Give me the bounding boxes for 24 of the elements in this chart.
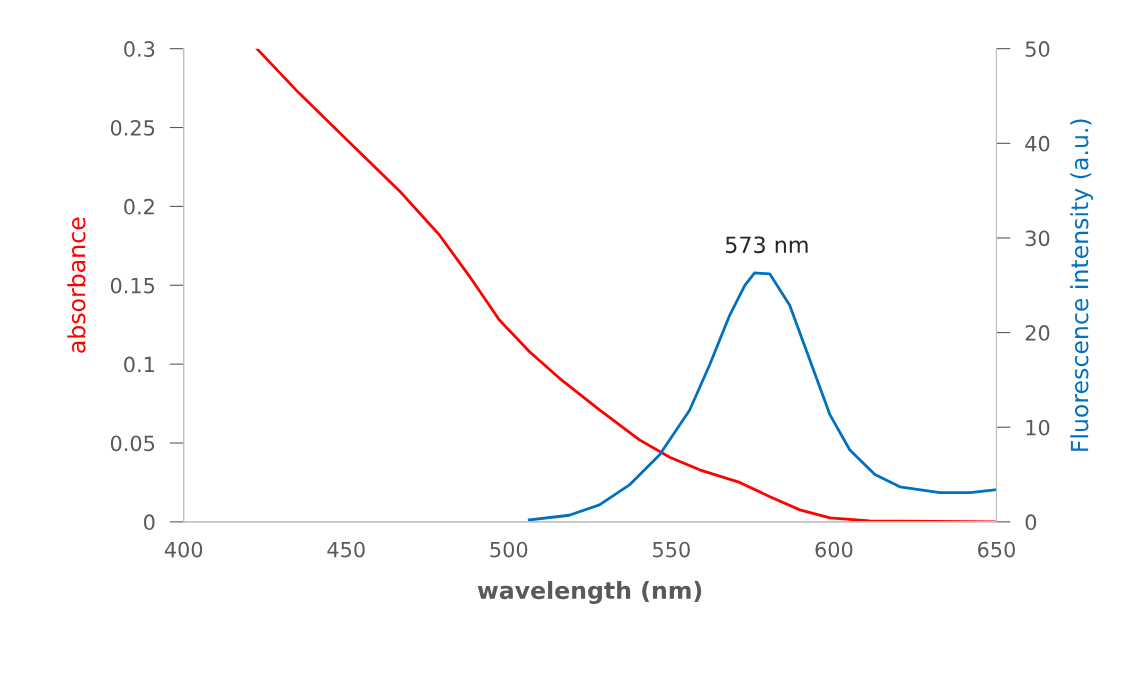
y-tick-label: 0.05 [110, 435, 155, 452]
y2-tick-label: 40 [1025, 135, 1050, 152]
y-axis-title: absorbance [67, 217, 86, 353]
y2-tick-label: 10 [1026, 419, 1050, 436]
y-tick-label: 0.25 [110, 119, 155, 136]
x-tick-label: 400 [164, 541, 203, 558]
y2-tick-label: 0 [1025, 514, 1037, 531]
x-tick-label: 650 [978, 541, 1015, 558]
y-tick-label: 0.2 [124, 198, 154, 215]
y-tick-label: 0 [144, 514, 155, 531]
y-tick-label: 0.15 [110, 277, 155, 294]
y-tick-label: 0.1 [124, 356, 154, 373]
x-tick-label: 450 [327, 541, 365, 558]
y2-tick-label: 50 [1025, 41, 1050, 57]
line-series [527, 271, 997, 522]
x-tick-label: 600 [815, 541, 853, 558]
y2-tick-label: 30 [1025, 230, 1050, 247]
x-tick-label: 550 [653, 541, 690, 558]
x-axis-title: wavelength (nm) [477, 580, 702, 604]
x-tick-label: 500 [490, 541, 528, 558]
y2-axis-title: Fluorescence intensity (a.u.) [1070, 119, 1094, 451]
annotation: 573 nm [725, 236, 808, 254]
y-tick-label: 0.3 [124, 41, 155, 57]
y2-tick-label: 20 [1025, 325, 1050, 341]
